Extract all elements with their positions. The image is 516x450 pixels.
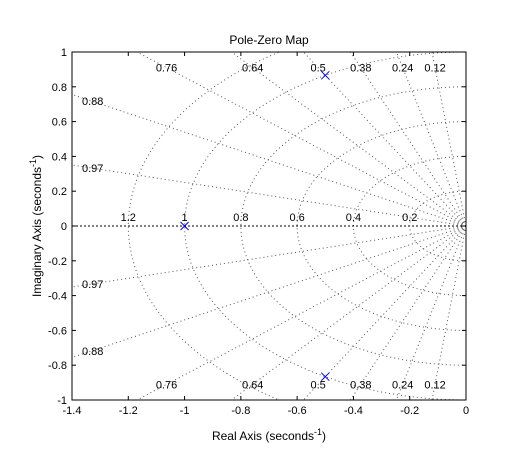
x-axis-title-text: Real Axis (seconds bbox=[212, 429, 314, 443]
damping-label: 0.97 bbox=[82, 163, 103, 175]
frequency-circle bbox=[352, 155, 466, 297]
pole-marker-stroke bbox=[180, 221, 189, 231]
x-axis-title-sup: -1 bbox=[314, 427, 322, 437]
damping-label: 0.88 bbox=[82, 96, 103, 108]
frequency-label: 0.2 bbox=[402, 212, 417, 224]
y-tick-label: 0.4 bbox=[52, 151, 67, 163]
y-axis-title-text: Imaginary Axis (seconds bbox=[30, 167, 44, 297]
x-tick-label: -0.6 bbox=[288, 405, 307, 417]
damping-label: 0.64 bbox=[242, 63, 263, 75]
damping-label: 0.24 bbox=[392, 63, 413, 75]
pole-marker bbox=[320, 70, 330, 80]
pole-zero-markers bbox=[180, 70, 330, 382]
damping-ray bbox=[431, 225, 466, 400]
x-axis-title-suffix: ) bbox=[322, 429, 326, 443]
damping-ray bbox=[135, 225, 466, 400]
y-tick-label: -1 bbox=[57, 395, 67, 407]
pole-marker-stroke bbox=[320, 70, 330, 80]
damping-ray bbox=[135, 52, 466, 227]
damping-label: 0.5 bbox=[310, 379, 325, 391]
y-tick-label: -0.8 bbox=[48, 360, 67, 372]
y-axis-title-sup: -1 bbox=[28, 159, 38, 167]
damping-label: 0.97 bbox=[82, 279, 103, 291]
frequency-label: 0.4 bbox=[346, 212, 361, 224]
x-tick-label: -1.2 bbox=[119, 405, 138, 417]
x-tick-label: -1.4 bbox=[63, 405, 82, 417]
x-axis-title: Real Axis (seconds-1) bbox=[212, 427, 326, 443]
x-tick-label: -0.4 bbox=[344, 405, 363, 417]
frequency-label: 1.2 bbox=[121, 212, 136, 224]
pole-marker bbox=[320, 372, 330, 382]
damping-label: 0.76 bbox=[156, 63, 177, 75]
y-tick-label: -0.6 bbox=[48, 325, 67, 337]
damping-grid bbox=[72, 52, 466, 400]
x-axis-ticks: -1.4 -1.2 -1 -0.8 -0.6 -0.4 -0.2 0 bbox=[63, 52, 469, 417]
x-tick-label: -0.2 bbox=[400, 405, 419, 417]
damping-label: 0.64 bbox=[242, 379, 263, 391]
y-tick-label: 0.8 bbox=[52, 82, 67, 94]
damping-label: 0.88 bbox=[82, 346, 103, 358]
damping-label: 0.38 bbox=[350, 63, 371, 75]
y-tick-label: 1 bbox=[61, 47, 67, 59]
damping-label: 0.76 bbox=[156, 379, 177, 391]
y-axis-ticks: -1 -0.8 -0.6 -0.4 -0.2 0 0.2 0.4 0.6 0.8 1 bbox=[48, 47, 466, 407]
y-tick-label: -0.2 bbox=[48, 256, 67, 268]
y-tick-label: -0.4 bbox=[48, 291, 67, 303]
frequency-label: 0.6 bbox=[289, 212, 304, 224]
y-tick-label: 0.2 bbox=[52, 186, 67, 198]
pole-marker bbox=[180, 221, 189, 231]
damping-ray bbox=[431, 52, 466, 227]
y-axis-title-suffix: ) bbox=[30, 155, 44, 159]
pole-marker-stroke bbox=[320, 372, 330, 382]
y-axis-title: Imaginary Axis (seconds-1) bbox=[28, 155, 44, 297]
frequency-label: 1 bbox=[182, 212, 188, 224]
damping-label: 0.38 bbox=[350, 379, 371, 391]
x-tick-label: -0.8 bbox=[231, 405, 250, 417]
damping-label: 0.24 bbox=[392, 379, 413, 391]
frequency-label: 0.8 bbox=[233, 212, 248, 224]
chart-title: Pole-Zero Map bbox=[229, 33, 309, 47]
x-tick-label: 0 bbox=[463, 405, 469, 417]
grid-labels: 0.2 0.4 0.6 0.8 1 1.2 0.12 0.12 0.24 0.24 0.38 0.38… bbox=[82, 63, 446, 392]
y-tick-label: 0.6 bbox=[52, 117, 67, 129]
plot-area: 0.2 0.4 0.6 0.8 1 1.2 0.12 0.12 0.24 0.24 0.38 0.38… bbox=[48, 47, 469, 417]
x-tick-label: -1 bbox=[180, 405, 190, 417]
y-tick-label: 0 bbox=[61, 221, 67, 233]
damping-label: 0.12 bbox=[424, 63, 445, 75]
damping-label: 0.12 bbox=[424, 379, 445, 391]
